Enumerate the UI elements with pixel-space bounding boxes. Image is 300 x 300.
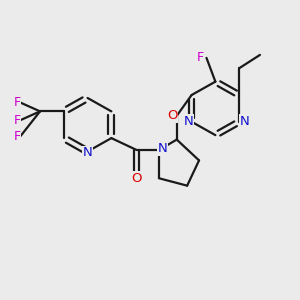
Text: N: N	[158, 142, 167, 155]
Text: F: F	[14, 130, 21, 143]
Text: O: O	[167, 109, 178, 122]
Text: N: N	[240, 115, 249, 128]
Text: O: O	[131, 172, 142, 185]
Text: F: F	[14, 114, 21, 127]
Text: F: F	[197, 51, 204, 64]
Text: F: F	[14, 96, 21, 109]
Text: N: N	[83, 146, 92, 160]
Text: N: N	[184, 115, 194, 128]
